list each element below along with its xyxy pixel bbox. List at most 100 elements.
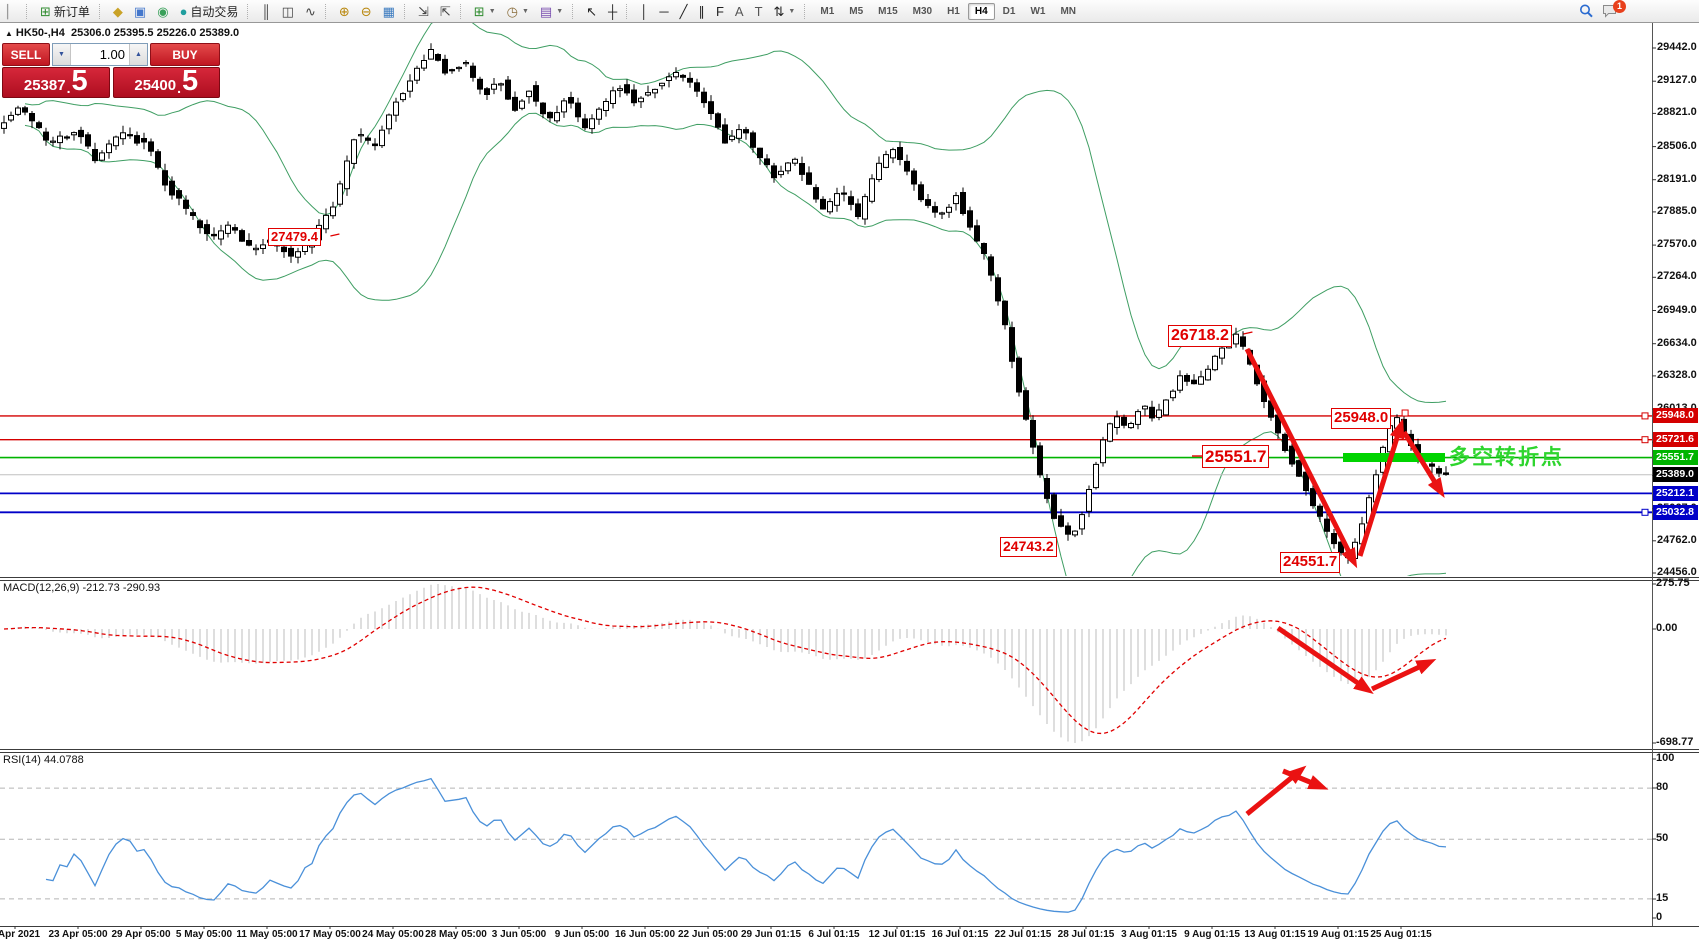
price-line-label-25551.7[interactable]: 25551.7 [1653, 450, 1698, 465]
timeframe-H4[interactable]: H4 [967, 2, 995, 20]
trend-arrow[interactable] [1401, 430, 1445, 498]
indicators-window-icon[interactable]: ⇲ [413, 1, 434, 21]
volume-input[interactable] [71, 44, 129, 65]
timeframe-M5[interactable]: M5 [849, 5, 864, 17]
time-axis-label[interactable]: 9 Aug 01:15 [1184, 929, 1240, 940]
zoom-in-icon[interactable]: ⊕ [334, 1, 355, 21]
horizontal-line-button[interactable]: ─ [654, 1, 673, 21]
volume-decrease-button[interactable]: ▼ [53, 44, 71, 65]
price-scale-tick[interactable]: 27570.0 [1657, 238, 1697, 250]
time-axis-label[interactable]: 11 May 05:00 [236, 929, 298, 940]
timeframe-H1[interactable]: H1 [947, 5, 960, 17]
price-callout-25551.7[interactable]: 25551.7 [1202, 445, 1270, 469]
trend-arrow[interactable] [1244, 347, 1358, 569]
timeframe-M30[interactable]: M30 [912, 5, 933, 17]
market-watch-icon[interactable]: ◆ [108, 1, 128, 21]
price-scale-tick[interactable]: 28821.0 [1657, 106, 1697, 118]
trend-arrow[interactable] [1370, 659, 1437, 692]
cursor-button[interactable]: ↖ [581, 1, 602, 21]
price-scale-tick[interactable]: 24762.0 [1657, 534, 1697, 546]
price-scale-tick[interactable]: 28506.0 [1657, 140, 1697, 152]
time-axis-label[interactable]: 12 Jul 01:15 [868, 929, 926, 940]
volume-increase-button[interactable]: ▲ [129, 44, 147, 65]
template-button[interactable]: ▤ ▼ [535, 1, 568, 21]
price-scale-tick[interactable]: 26949.0 [1657, 304, 1697, 316]
text-label-button[interactable]: T [750, 1, 768, 21]
time-axis-label[interactable]: 16 Jun 05:00 [614, 929, 676, 940]
period-button[interactable]: ◷ ▼ [502, 1, 534, 21]
zoom-out-icon[interactable]: ⊖ [356, 1, 377, 21]
bar-chart-icon[interactable]: ║ [256, 1, 275, 21]
price-scale-tick[interactable]: 29442.0 [1657, 41, 1697, 53]
time-axis-label[interactable]: 29 Apr 05:00 [111, 929, 171, 940]
fibonacci-button[interactable]: F [711, 1, 729, 21]
rsi-panel[interactable] [0, 777, 1652, 913]
text-button[interactable]: A [730, 1, 749, 21]
time-axis-label[interactable]: 22 Jul 01:15 [994, 929, 1052, 940]
time-axis-label[interactable]: 23 Apr 05:00 [48, 929, 108, 940]
price-scale-tick[interactable]: 26634.0 [1657, 337, 1697, 349]
indicator-list-icon[interactable]: ⇱ [435, 1, 456, 21]
price-callout-27479.4[interactable]: 27479.4 [268, 228, 321, 247]
time-axis-label[interactable]: 22 Jun 05:00 [677, 929, 739, 940]
price-callout-26718.2[interactable]: 26718.2 [1168, 325, 1232, 347]
candlestick-chart-icon[interactable]: ◫ [277, 1, 299, 21]
time-axis-label[interactable]: 19 Aug 01:15 [1307, 929, 1369, 940]
trend-arrow[interactable] [1282, 768, 1329, 790]
time-axis-label[interactable]: 24 May 05:00 [362, 929, 424, 940]
turning-point-text[interactable]: 多空转折点 [1449, 446, 1564, 469]
time-axis-label[interactable]: 17 May 05:00 [299, 929, 361, 940]
navigator-icon[interactable]: ◉ [152, 1, 173, 21]
price-callout-24551.7[interactable]: 24551.7 [1280, 552, 1341, 573]
price-callout-24743.2[interactable]: 24743.2 [1000, 537, 1057, 557]
tile-windows-icon[interactable]: ▦ [378, 1, 400, 21]
notifications-icon[interactable]: 1 [1602, 0, 1626, 19]
crosshair-button[interactable]: ┼ [603, 1, 622, 21]
time-axis-label[interactable]: 3 Jun 05:00 [491, 929, 547, 940]
data-window-icon[interactable]: ▣ [129, 1, 151, 21]
buy-button[interactable]: BUY [150, 43, 220, 66]
price-scale-tick[interactable]: 27264.0 [1657, 270, 1697, 282]
new-order-button[interactable]: ⊞ 新订单 [35, 1, 95, 21]
main-chart-panel[interactable] [0, 16, 1652, 627]
autotrading-button[interactable]: ● 自动交易 [175, 1, 244, 21]
line-handle[interactable] [1641, 412, 1649, 420]
price-scale-tick[interactable]: 29127.0 [1657, 74, 1697, 86]
timeframe-W1[interactable]: W1 [1030, 5, 1046, 17]
macd-panel[interactable] [3, 584, 1447, 743]
channel-button[interactable]: ∥ [693, 1, 710, 21]
turning-point-highlight[interactable] [1343, 453, 1445, 462]
time-axis-label[interactable]: 13 Aug 01:15 [1244, 929, 1306, 940]
line-handle[interactable] [1641, 508, 1649, 516]
price-scale-tick[interactable]: 28191.0 [1657, 173, 1697, 185]
add-indicator-button[interactable]: ⊞ ▼ [469, 1, 501, 21]
price-scale-tick[interactable]: 24456.0 [1657, 566, 1697, 578]
price-line-label-25212.1[interactable]: 25212.1 [1653, 486, 1698, 501]
trend-arrow[interactable] [1276, 625, 1374, 694]
time-axis-label[interactable]: 25 Aug 01:15 [1370, 929, 1432, 940]
price-scale-tick[interactable]: 27885.0 [1657, 205, 1697, 217]
search-icon[interactable] [1578, 3, 1594, 19]
price-line-label-25948.0[interactable]: 25948.0 [1653, 408, 1698, 423]
timeframe-M1[interactable]: M1 [820, 5, 835, 17]
price-line-label-25032.8[interactable]: 25032.8 [1653, 505, 1698, 520]
time-axis-label[interactable]: 9 Jun 05:00 [554, 929, 610, 940]
price-scale-tick[interactable]: 26328.0 [1657, 369, 1697, 381]
line-chart-icon[interactable]: ∿ [300, 1, 321, 21]
price-line-label-25389.0[interactable]: 25389.0 [1653, 467, 1698, 482]
line-handle[interactable] [1641, 436, 1649, 444]
time-axis-label[interactable]: 5 May 05:00 [175, 929, 233, 940]
window-edge-icon[interactable]: ▏ [2, 1, 22, 21]
trend-arrow[interactable] [1357, 418, 1405, 557]
timeframe-M15[interactable]: M15 [878, 5, 898, 17]
time-axis-label[interactable]: 9 Apr 2021 [0, 929, 41, 940]
time-axis-label[interactable]: 28 May 05:00 [425, 929, 487, 940]
time-axis-label[interactable]: 6 Jul 01:15 [808, 929, 860, 940]
arrows-button[interactable]: ⇅ ▼ [769, 1, 801, 21]
buy-price-button[interactable]: 25400. 5 [112, 67, 220, 98]
time-axis-label[interactable]: 16 Jul 01:15 [931, 929, 989, 940]
sell-price-button[interactable]: 25387. 5 [2, 67, 110, 98]
time-axis-label[interactable]: 3 Aug 01:15 [1121, 929, 1177, 940]
time-axis-label[interactable]: 28 Jul 01:15 [1057, 929, 1115, 940]
